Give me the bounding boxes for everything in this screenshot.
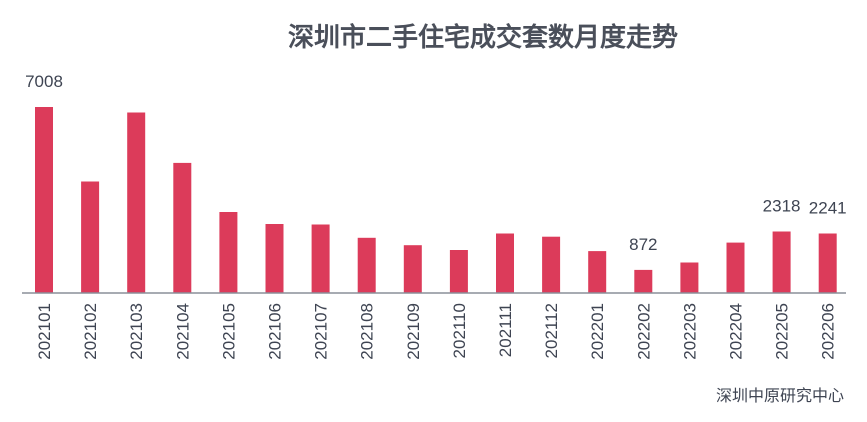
bar-202206: [818, 233, 837, 293]
data-label-202205: 2318: [763, 197, 801, 216]
x-tick-label-202206: 202206: [819, 303, 838, 360]
x-tick-label-202110: 202110: [450, 303, 469, 358]
x-tick-label-202111: 202111: [496, 303, 515, 357]
x-tick-label-202104: 202104: [173, 303, 192, 360]
bar-202110: [449, 250, 468, 293]
bar-202112: [542, 236, 561, 293]
x-tick-label-202203: 202203: [680, 303, 699, 360]
x-tick-label-202107: 202107: [312, 303, 331, 360]
x-tick-labels-group: 202101 202102 202103 202104 202105 202106 2021…: [35, 303, 838, 360]
x-tick-label-202202: 202202: [634, 303, 653, 360]
bar-202205: [772, 231, 791, 293]
data-labels-group: 7008 872 2318 2241: [25, 72, 847, 254]
x-tick-label-202105: 202105: [219, 303, 238, 360]
x-tick-label-202205: 202205: [773, 303, 792, 360]
x-tick-label-202102: 202102: [81, 303, 100, 360]
bar-202105: [219, 212, 238, 293]
x-tick-label-202103: 202103: [127, 303, 146, 360]
bar-202103: [127, 112, 146, 293]
bar-202109: [403, 245, 422, 293]
bar-202102: [81, 181, 100, 293]
bar-202111: [496, 233, 514, 293]
bar-202203: [680, 262, 699, 293]
x-tick-label-202204: 202204: [727, 303, 746, 360]
x-tick-label-202108: 202108: [358, 303, 377, 360]
data-label-202206: 2241: [809, 199, 847, 218]
bar-202204: [726, 242, 745, 293]
bar-202104: [173, 162, 192, 293]
bars-group: [35, 107, 837, 293]
source-note: 深圳中原研究中心: [716, 386, 844, 405]
bar-202108: [357, 237, 376, 293]
x-tick-label-202106: 202106: [266, 303, 285, 360]
x-tick-label-202101: 202101: [35, 303, 54, 360]
x-tick-label-202112: 202112: [542, 303, 561, 358]
bar-202107: [311, 224, 330, 293]
x-tick-label-202109: 202109: [404, 303, 423, 360]
bar-202202: [634, 269, 653, 293]
bar-202106: [265, 224, 284, 293]
bar-202201: [588, 251, 607, 293]
bar-202101: [35, 107, 53, 293]
data-label-202101: 7008: [25, 72, 63, 91]
data-label-202202: 872: [629, 235, 657, 254]
x-tick-label-202201: 202201: [588, 303, 607, 360]
chart-title: 深圳市二手住宅成交套数月度走势: [288, 22, 678, 53]
